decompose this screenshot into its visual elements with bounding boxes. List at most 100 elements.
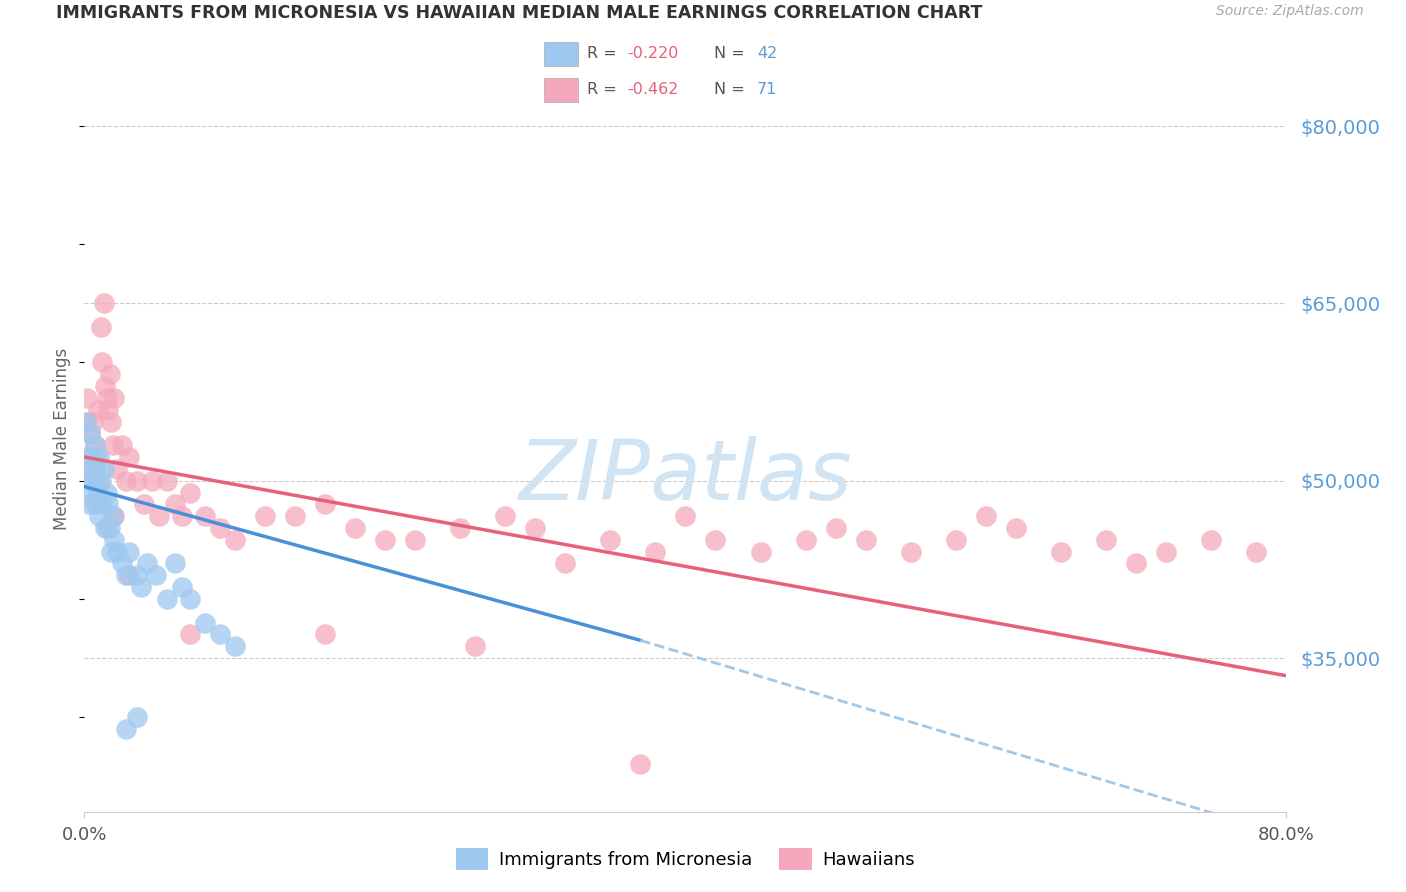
Point [131, 580, 153, 594]
Text: -0.220: -0.220 [627, 46, 679, 62]
Point [96, 485, 118, 500]
Point [170, 580, 193, 594]
Point [628, 757, 651, 772]
Point [704, 533, 727, 547]
Point [524, 521, 547, 535]
Point [76, 450, 98, 464]
Point [101, 438, 124, 452]
Point [145, 568, 167, 582]
Point [101, 509, 124, 524]
Point [89, 450, 111, 464]
Point [115, 474, 138, 488]
Point [900, 544, 922, 558]
Point [208, 521, 231, 535]
Point [284, 509, 307, 524]
Point [156, 474, 179, 488]
FancyBboxPatch shape [544, 78, 578, 102]
Point [94, 379, 117, 393]
Point [449, 521, 471, 535]
Point [79, 462, 101, 476]
Point [134, 497, 156, 511]
Point [82, 415, 104, 429]
Text: -0.462: -0.462 [627, 82, 679, 97]
Point [77, 497, 100, 511]
Point [170, 509, 193, 524]
Text: 71: 71 [756, 82, 778, 97]
Point [118, 544, 141, 558]
Point [974, 509, 997, 524]
Point [98, 368, 121, 382]
Point [1156, 544, 1178, 558]
Point [100, 415, 122, 429]
Point [253, 509, 276, 524]
Point [224, 533, 246, 547]
Point [83, 497, 105, 511]
Point [96, 521, 118, 535]
Point [90, 320, 112, 334]
Point [76, 391, 98, 405]
Point [75, 415, 97, 429]
Text: N =: N = [714, 46, 749, 62]
Point [314, 627, 336, 641]
Point [93, 462, 115, 476]
Point [94, 521, 117, 535]
Point [125, 568, 148, 582]
Point [1246, 544, 1268, 558]
Point [80, 485, 103, 500]
Point [97, 497, 120, 511]
Point [103, 533, 125, 547]
Point [98, 521, 121, 535]
Text: IMMIGRANTS FROM MICRONESIA VS HAWAIIAN MEDIAN MALE EARNINGS CORRELATION CHART: IMMIGRANTS FROM MICRONESIA VS HAWAIIAN M… [56, 4, 983, 22]
Point [87, 485, 110, 500]
Point [93, 296, 115, 310]
Point [794, 533, 817, 547]
Point [97, 402, 120, 417]
Point [115, 722, 138, 736]
Point [96, 391, 118, 405]
Point [148, 509, 170, 524]
Legend: Immigrants from Micronesia, Hawaiians: Immigrants from Micronesia, Hawaiians [449, 840, 922, 877]
Y-axis label: Median Male Earnings: Median Male Earnings [53, 348, 72, 531]
Text: ZIPatlas: ZIPatlas [519, 436, 852, 517]
Text: R =: R = [586, 46, 621, 62]
Point [107, 544, 129, 558]
Point [77, 474, 100, 488]
Point [374, 533, 396, 547]
Point [80, 450, 103, 464]
Point [86, 450, 108, 464]
Point [80, 462, 103, 476]
Point [111, 557, 134, 571]
Point [1050, 544, 1073, 558]
Point [1125, 557, 1147, 571]
Point [136, 557, 159, 571]
Text: Source: ZipAtlas.com: Source: ZipAtlas.com [1216, 4, 1364, 19]
Point [83, 438, 105, 452]
Point [91, 355, 114, 369]
Point [314, 497, 336, 511]
Point [163, 557, 186, 571]
Point [118, 568, 141, 582]
Point [599, 533, 621, 547]
Point [118, 450, 141, 464]
Point [77, 450, 100, 464]
Point [179, 485, 201, 500]
Point [179, 591, 201, 606]
Point [824, 521, 846, 535]
Point [208, 627, 231, 641]
Point [89, 509, 111, 524]
Text: R =: R = [586, 82, 621, 97]
Point [163, 497, 186, 511]
Point [644, 544, 666, 558]
Point [86, 462, 108, 476]
Point [343, 521, 366, 535]
Point [89, 474, 111, 488]
Point [749, 544, 772, 558]
Point [464, 639, 486, 653]
Point [75, 415, 97, 429]
Point [554, 557, 576, 571]
Point [194, 509, 217, 524]
FancyBboxPatch shape [544, 42, 578, 66]
Point [111, 438, 134, 452]
Point [107, 462, 129, 476]
Point [224, 639, 246, 653]
